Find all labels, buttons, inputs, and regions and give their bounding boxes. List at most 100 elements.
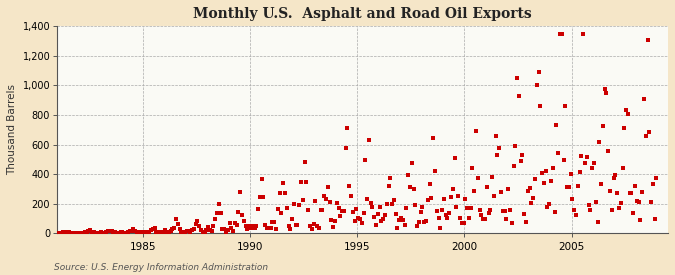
Point: [528, 195, 539, 200]
Point: [424, 182, 435, 187]
Point: [622, 112, 633, 116]
Point: [65, 230, 76, 235]
Point: [242, 227, 253, 231]
Point: [517, 153, 528, 157]
Point: [219, 227, 230, 231]
Point: [614, 206, 624, 210]
Point: [540, 169, 551, 173]
Point: [103, 229, 113, 233]
Point: [605, 189, 616, 193]
Point: [176, 230, 187, 234]
Point: [240, 224, 251, 229]
Point: [503, 187, 514, 191]
Point: [348, 210, 358, 214]
Point: [519, 212, 530, 216]
Point: [626, 191, 637, 196]
Point: [299, 160, 310, 164]
Point: [304, 224, 315, 228]
Point: [501, 217, 512, 222]
Point: [581, 154, 592, 159]
Point: [226, 225, 237, 230]
Point: [163, 230, 174, 235]
Point: [578, 31, 589, 36]
Point: [230, 221, 240, 226]
Point: [417, 205, 428, 210]
Point: [105, 229, 115, 233]
Point: [419, 219, 430, 224]
Point: [358, 211, 369, 215]
Point: [633, 200, 644, 204]
Point: [374, 205, 385, 210]
Point: [429, 169, 440, 174]
Point: [67, 230, 78, 235]
Point: [442, 216, 453, 221]
Point: [426, 196, 437, 200]
Point: [128, 227, 138, 231]
Point: [285, 227, 296, 231]
Point: [90, 230, 101, 235]
Point: [142, 230, 153, 235]
Point: [140, 230, 151, 234]
Point: [169, 226, 180, 230]
Point: [182, 229, 192, 233]
Point: [449, 156, 460, 160]
Point: [71, 231, 82, 235]
Point: [131, 230, 142, 234]
Point: [106, 229, 117, 233]
Point: [247, 224, 258, 228]
Point: [147, 227, 158, 231]
Point: [96, 230, 107, 234]
Point: [644, 130, 655, 134]
Point: [505, 208, 516, 213]
Point: [520, 219, 531, 224]
Point: [619, 125, 630, 130]
Point: [210, 217, 221, 221]
Point: [323, 185, 333, 189]
Point: [111, 230, 122, 235]
Point: [472, 175, 483, 180]
Point: [265, 226, 276, 231]
Point: [121, 230, 132, 235]
Point: [61, 230, 72, 234]
Point: [562, 185, 572, 189]
Point: [479, 216, 490, 221]
Point: [599, 87, 610, 92]
Point: [72, 230, 83, 235]
Point: [349, 219, 360, 224]
Point: [647, 181, 658, 186]
Point: [458, 221, 469, 226]
Point: [414, 220, 425, 224]
Point: [485, 208, 495, 212]
Point: [564, 185, 574, 189]
Point: [119, 230, 130, 235]
Point: [194, 224, 205, 228]
Point: [351, 207, 362, 212]
Point: [392, 226, 403, 230]
Point: [421, 219, 431, 223]
Point: [113, 231, 124, 235]
Point: [244, 224, 254, 229]
Point: [215, 211, 226, 215]
Point: [553, 150, 564, 155]
Point: [178, 230, 188, 234]
Point: [246, 226, 256, 230]
Point: [238, 219, 249, 223]
Point: [324, 200, 335, 205]
Point: [531, 82, 542, 87]
Point: [545, 178, 556, 183]
Point: [205, 228, 215, 233]
Point: [249, 226, 260, 230]
Point: [487, 174, 497, 179]
Point: [592, 220, 603, 224]
Point: [469, 189, 480, 193]
Point: [649, 217, 660, 222]
Point: [589, 161, 599, 165]
Point: [508, 164, 519, 169]
Point: [467, 166, 478, 170]
Point: [138, 230, 149, 234]
Point: [373, 212, 383, 216]
Point: [157, 230, 167, 235]
Point: [462, 206, 472, 211]
Point: [337, 209, 348, 213]
Point: [315, 208, 326, 212]
